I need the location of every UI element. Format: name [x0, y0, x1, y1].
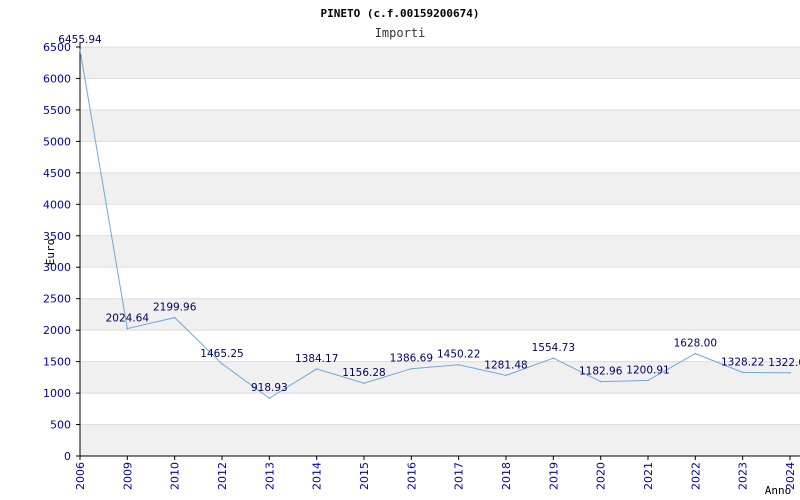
x-tick-label: 2012 — [216, 462, 229, 490]
data-point — [221, 363, 223, 365]
x-tick-label: 2016 — [405, 462, 418, 490]
x-tick-label: 2023 — [737, 462, 750, 490]
x-tick-label: 2021 — [642, 462, 655, 490]
data-label: 1465.25 — [200, 348, 243, 360]
data-label: 918.93 — [251, 382, 288, 394]
gridlines — [80, 46, 800, 457]
y-tick-label: 6000 — [43, 72, 71, 85]
x-tick-label: 2006 — [74, 462, 87, 490]
data-point — [552, 357, 555, 359]
y-tick-label: 2500 — [43, 293, 71, 306]
x-tick-label: 2015 — [358, 462, 371, 490]
x-tick-label: 2022 — [689, 462, 702, 490]
x-tick-label: 2024 — [784, 462, 797, 490]
x-tick-label: 2013 — [263, 462, 276, 490]
series-line-group — [79, 48, 791, 399]
x-tick-label: 2018 — [500, 462, 513, 490]
data-label: 1554.73 — [532, 342, 575, 354]
data-label: 6455.94 — [58, 34, 102, 46]
data-point — [315, 368, 318, 370]
grid-band — [80, 361, 800, 394]
data-label: 2024.64 — [106, 313, 150, 325]
axes — [76, 43, 800, 460]
data-point — [363, 382, 365, 385]
data-label: 1322.00 — [768, 357, 800, 369]
data-label: 1386.69 — [390, 353, 433, 365]
data-label: 1628.00 — [674, 338, 717, 350]
grid-band — [80, 47, 800, 79]
chart-subtitle: Importi — [375, 26, 426, 40]
data-point — [410, 367, 413, 370]
y-tick-label: 6500 — [43, 41, 71, 54]
y-tick-label: 5000 — [43, 135, 71, 148]
series-line — [79, 49, 791, 399]
grid-band — [80, 109, 800, 142]
data-point — [599, 380, 602, 383]
grid-band — [80, 235, 800, 268]
data-label: 1281.48 — [484, 359, 527, 371]
grid-band — [80, 172, 800, 205]
x-tick-label: 2019 — [547, 462, 560, 490]
y-tick-label: 1500 — [43, 356, 71, 369]
x-axis-label: Anno — [765, 484, 792, 497]
data-label: 1156.28 — [342, 367, 385, 379]
y-tick-label: 500 — [50, 419, 71, 432]
data-point — [79, 48, 81, 51]
y-tick-label: 1000 — [43, 387, 71, 400]
data-point — [126, 327, 129, 330]
data-label: 1182.96 — [579, 366, 623, 378]
y-tick-label: 5500 — [43, 104, 71, 117]
data-label: 1200.91 — [626, 364, 669, 376]
data-point — [505, 374, 507, 377]
data-label: 1328.22 — [721, 356, 764, 368]
grid-band — [80, 298, 800, 331]
grid-band — [80, 424, 800, 456]
data-point — [268, 397, 271, 399]
x-tick-label: 2017 — [453, 462, 466, 490]
data-point — [741, 371, 744, 374]
x-tick-label: 2020 — [595, 462, 608, 490]
y-tick-label: 3500 — [43, 230, 71, 243]
data-point — [457, 363, 460, 366]
x-tick-labels: 2006 2009 2010 2012 2013 2014 2015 2016 2017 2018… — [74, 462, 797, 490]
grid-bands — [80, 47, 800, 456]
data-label: 2199.96 — [153, 302, 197, 314]
data-point — [694, 352, 697, 355]
chart-title: PINETO (c.f.00159200674) — [321, 7, 480, 20]
y-axis-label: Euro — [44, 239, 57, 266]
y-tick-label: 2000 — [43, 324, 71, 337]
data-label: 1450.22 — [437, 349, 480, 361]
data-label: 1384.17 — [295, 353, 338, 365]
data-point — [789, 372, 791, 374]
data-point — [173, 316, 176, 319]
y-tick-label: 3000 — [43, 261, 71, 274]
y-tick-labels: 0 500 1000 1500 2000 2500 3000 3500 4000 4500 5000… — [43, 41, 71, 463]
x-tick-label: 2014 — [311, 462, 324, 490]
y-tick-label: 4000 — [43, 198, 71, 211]
data-point — [647, 379, 649, 382]
y-tick-label: 4500 — [43, 167, 71, 180]
y-tick-label: 0 — [64, 450, 71, 463]
x-tick-label: 2009 — [121, 462, 134, 490]
x-tick-label: 2010 — [169, 462, 182, 490]
